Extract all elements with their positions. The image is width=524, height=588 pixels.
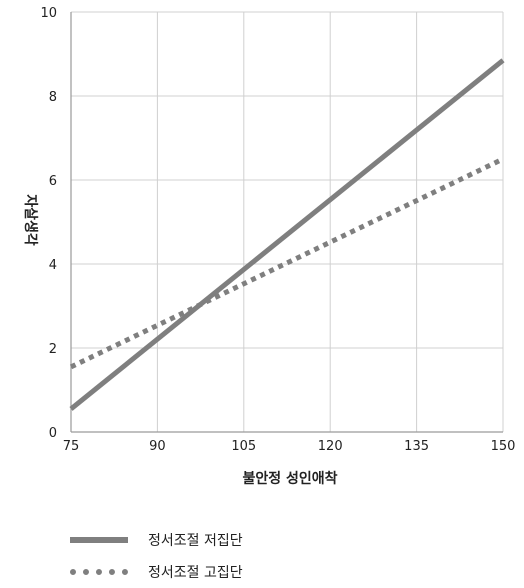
x-tick-labels: 75 90 105 120 135 150 [63,439,516,454]
x-tick-label: 90 [149,439,166,454]
y-tick-label: 2 [49,342,57,357]
legend-label: 정서조절 고집단 [148,565,243,581]
legend-item-low: 정서조절 저집단 [70,524,243,556]
x-tick-label: 150 [491,439,516,454]
series-lines [69,58,505,411]
x-tick-label: 135 [404,439,429,454]
y-tick-label: 0 [49,426,57,441]
y-tick-label: 4 [49,258,57,273]
axes [70,12,503,433]
legend-item-high: 정서조절 고집단 [70,556,243,588]
y-tick-label: 6 [49,174,57,189]
x-axis-label: 불안정 성인애착 [242,470,337,487]
series-line-1 [69,156,505,370]
legend-label: 정서조절 저집단 [148,533,243,549]
y-tick-label: 10 [40,6,57,21]
x-tick-label: 120 [318,439,343,454]
x-tick-label: 75 [63,439,80,454]
grid-lines [70,11,504,433]
series-line-0 [69,58,505,411]
y-axis-label: 자살생각 [22,194,39,246]
x-tick-label: 105 [231,439,256,454]
legend-swatch-solid [70,537,128,543]
y-tick-labels: 0 2 4 6 8 10 [40,6,57,441]
legend-swatch-dotted [70,569,128,575]
y-tick-label: 8 [49,90,57,105]
line-chart: 75 90 105 120 135 150 0 2 4 6 8 10 불안정 성인애착 자살생각 [22,6,516,487]
legend: 정서조절 저집단 정서조절 고집단 [70,524,243,588]
